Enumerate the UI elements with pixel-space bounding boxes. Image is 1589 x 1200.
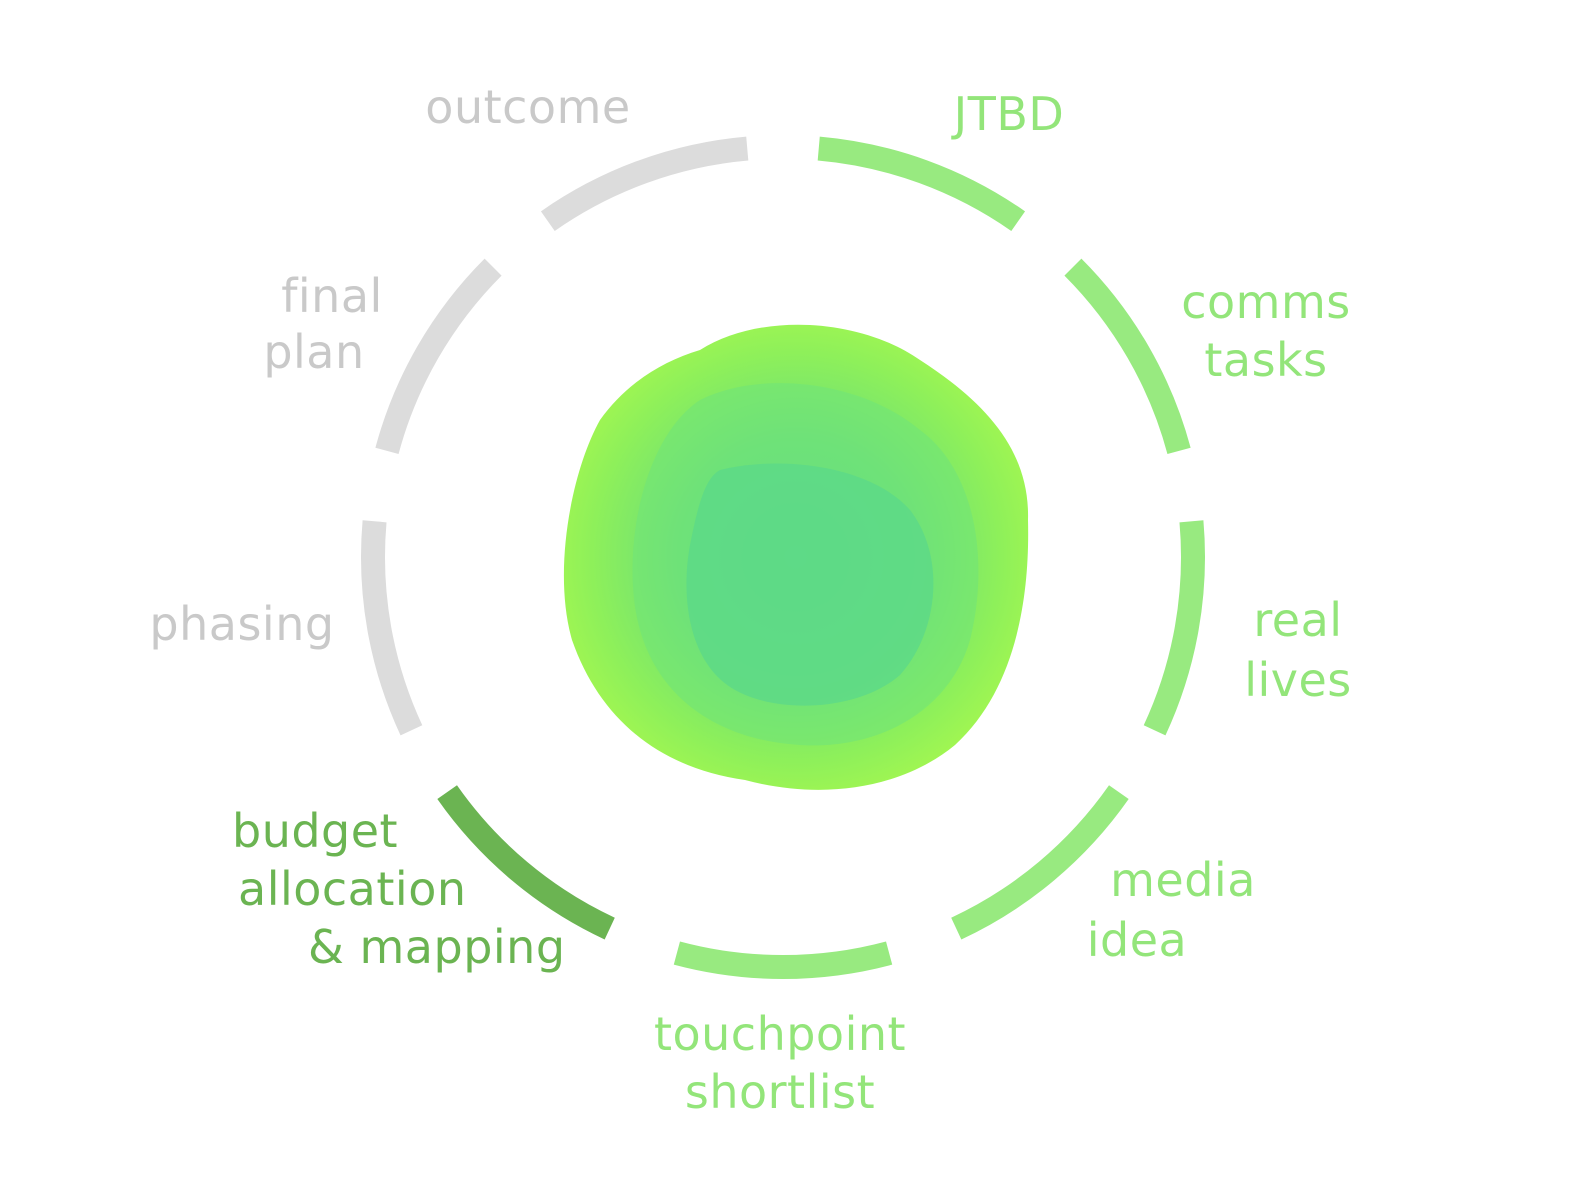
- label-line-budget-allocation-mapping-0: budget: [232, 804, 398, 858]
- label-line-phasing-0: phasing: [149, 597, 334, 651]
- center-watercolor-blob: [563, 324, 1029, 790]
- ring-segment-outcome: [540, 136, 749, 231]
- label-touchpoint-shortlist: touchpoint shortlist: [654, 1007, 906, 1119]
- progress-ring: [361, 136, 1205, 979]
- label-line-media-idea-1: idea: [1087, 913, 1187, 967]
- label-real-lives: real lives: [1244, 593, 1352, 707]
- label-line-budget-allocation-mapping-2: & mapping: [308, 920, 566, 974]
- ring-segment-real-lives: [1143, 520, 1205, 736]
- label-media-idea: media idea: [1087, 853, 1256, 967]
- label-jtbd: JTBD: [951, 87, 1065, 141]
- ring-segment-jtbd: [817, 136, 1026, 231]
- label-line-comms-tasks-0: comms: [1181, 275, 1351, 329]
- ring-segment-budget-allocation-mapping: [437, 785, 615, 940]
- label-line-media-idea-0: media: [1110, 853, 1256, 907]
- label-line-jtbd-0: JTBD: [951, 87, 1065, 141]
- label-budget-allocation-mapping: budget allocation & mapping: [232, 804, 566, 974]
- label-comms-tasks: comms tasks: [1181, 275, 1351, 387]
- label-line-real-lives-0: real: [1253, 593, 1342, 647]
- blob-inner-shape: [686, 463, 934, 706]
- label-outcome: outcome: [425, 80, 630, 134]
- label-line-final-plan-1: plan: [263, 325, 364, 379]
- ring-segment-media-idea: [951, 785, 1129, 940]
- label-phasing: phasing: [149, 597, 334, 651]
- label-line-real-lives-1: lives: [1244, 653, 1352, 707]
- label-line-comms-tasks-1: tasks: [1204, 333, 1327, 387]
- label-line-budget-allocation-mapping-1: allocation: [238, 862, 467, 916]
- label-line-touchpoint-shortlist-1: shortlist: [685, 1065, 875, 1119]
- step-labels: JTBD comms tasks real lives media idea touchpoi…: [149, 80, 1351, 1119]
- label-final-plan: final plan: [263, 269, 382, 379]
- ring-segment-final-plan: [375, 258, 502, 455]
- ring-segment-phasing: [361, 520, 423, 736]
- ring-segment-touchpoint-shortlist: [673, 941, 893, 979]
- label-line-touchpoint-shortlist-0: touchpoint: [654, 1007, 906, 1061]
- label-line-final-plan-0: final: [281, 269, 383, 323]
- label-line-outcome-0: outcome: [425, 80, 630, 134]
- ring-segment-comms-tasks: [1064, 258, 1191, 455]
